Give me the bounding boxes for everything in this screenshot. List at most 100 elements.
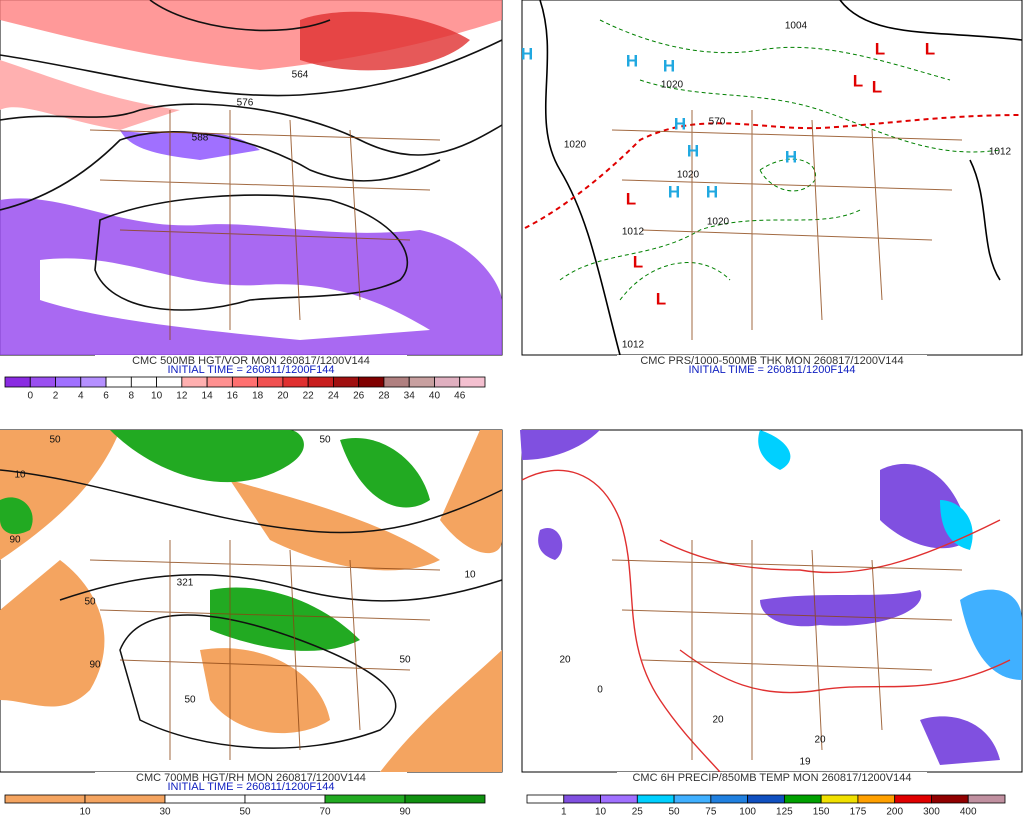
colorbar-label: 30: [159, 807, 171, 818]
colorbar-label: 75: [705, 807, 717, 818]
colorbar-label: 26: [353, 391, 365, 402]
colorbar-box: [244, 794, 326, 804]
humidity-fill: [0, 430, 502, 772]
contour-label: 19: [799, 757, 811, 768]
colorbar-label: 18: [252, 391, 264, 402]
colorbar-label: 24: [328, 391, 340, 402]
colorbar-box: [967, 794, 1006, 804]
contour-label: 1020: [677, 170, 700, 181]
pressure-center: L: [853, 71, 863, 90]
colorbar-label: 34: [404, 391, 416, 402]
temperature-contour: [521, 469, 1011, 773]
colorbar-label: 50: [239, 807, 251, 818]
contour-label: 1012: [989, 147, 1012, 158]
colorbar-box: [526, 794, 565, 804]
pressure-center: L: [875, 39, 885, 58]
colorbar-label: 100: [739, 807, 756, 818]
colorbar-box: [324, 794, 406, 804]
colorbar-box: [894, 794, 932, 804]
contour-label: 1020: [707, 217, 730, 228]
caption: CMC 500MB HGT/VOR MON 260817/1200V144: [132, 355, 370, 367]
colorbar-box: [257, 376, 284, 388]
contour-label: 1004: [785, 21, 808, 32]
pressure-center: H: [521, 44, 533, 63]
contour-label: 50: [84, 597, 96, 608]
caption: CMC PRS/1000-500MB THK MON 260817/1200V1…: [640, 355, 903, 367]
initial-time: INITIAL TIME = 260811/1200F144: [688, 364, 855, 376]
colorbar-box: [404, 794, 486, 804]
caption-bg: [95, 772, 407, 784]
contour-label: 20: [814, 735, 826, 746]
contour-label: 1020: [564, 140, 587, 151]
colorbar-box: [206, 376, 233, 388]
pressure-contour: [524, 0, 1023, 356]
colorbar-box: [563, 794, 601, 804]
colorbar-box: [747, 794, 785, 804]
colorbar-label: 200: [886, 807, 903, 818]
colorbar-box: [383, 376, 410, 388]
caption: CMC 700MB HGT/RH MON 260817/1200V144: [136, 772, 366, 784]
height-contour: [0, 469, 503, 749]
pressure-center: H: [785, 147, 797, 166]
pressure-center: L: [872, 77, 882, 96]
colorbar-box: [29, 376, 56, 388]
colorbar-label: 1: [561, 807, 567, 818]
colorbar-label: 90: [399, 807, 411, 818]
colorbar-label: 150: [813, 807, 830, 818]
colorbar-box: [820, 794, 859, 804]
colorbar-box: [408, 376, 435, 388]
contour-label: 0: [597, 685, 603, 696]
colorbar-label: 28: [378, 391, 390, 402]
initial-time: INITIAL TIME = 260811/1200F144: [167, 781, 334, 793]
colorbar-box: [80, 376, 107, 388]
caption-bg: [617, 355, 927, 367]
colorbar-box: [4, 376, 31, 388]
colorbar-label: 46: [454, 391, 466, 402]
colorbar-label: 16: [227, 391, 239, 402]
pressure-center: H: [626, 51, 638, 70]
colorbar-box: [710, 794, 749, 804]
colorbar-label: 175: [850, 807, 867, 818]
colorbar-label: 8: [129, 391, 135, 402]
caption-bg: [95, 355, 407, 367]
colorbar-box: [4, 794, 86, 804]
caption: CMC 6H PRECIP/850MB TEMP MON 260817/1200…: [632, 772, 911, 784]
colorbar-label: 20: [277, 391, 289, 402]
contour-label: 20: [712, 715, 724, 726]
colorbar-box: [333, 376, 360, 388]
colorbar-label: 10: [595, 807, 607, 818]
colorbar-box: [857, 794, 896, 804]
contour-label: 1012: [622, 227, 645, 238]
borders: [89, 110, 963, 760]
contour-label: 90: [9, 535, 21, 546]
pressure-center: H: [668, 182, 680, 201]
contour-label: 50: [399, 655, 411, 666]
contour-label: 321: [177, 578, 194, 589]
pressure-center: L: [633, 252, 643, 271]
colorbar-label: 50: [669, 807, 681, 818]
pressure-center: H: [674, 114, 686, 133]
colorbar-box: [55, 376, 82, 388]
colorbar-label: 25: [632, 807, 644, 818]
pressure-center: L: [925, 39, 935, 58]
contour-label: 564: [292, 70, 309, 81]
colorbar-label: 12: [176, 391, 188, 402]
colorbar-label: 400: [960, 807, 977, 818]
contour-label: 50: [49, 435, 61, 446]
colorbar-label: 0: [27, 391, 33, 402]
colorbar-box: [783, 794, 822, 804]
colorbar-box: [130, 376, 157, 388]
colorbar-label: 40: [429, 391, 441, 402]
colorbar-label: 14: [202, 391, 214, 402]
colorbar-box: [84, 794, 166, 804]
pressure-center: L: [656, 289, 666, 308]
colorbar-label: 10: [151, 391, 163, 402]
colorbar-box: [181, 376, 208, 388]
colorbar-box: [673, 794, 712, 804]
contour-label: 1020: [661, 80, 684, 91]
pressure-center: H: [687, 141, 699, 160]
contour-label: 90: [89, 660, 101, 671]
contour-label: 10: [464, 570, 476, 581]
